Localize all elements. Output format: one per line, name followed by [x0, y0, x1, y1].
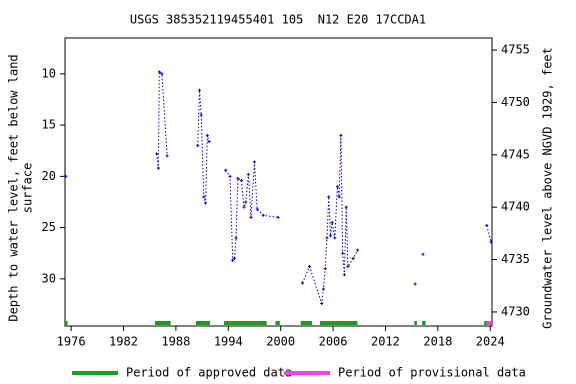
period-bar	[275, 321, 280, 325]
y2-tick-label: 4740	[501, 200, 530, 214]
data-point	[232, 256, 236, 260]
y2-tick-label: 4750	[501, 95, 530, 109]
data-point	[346, 265, 350, 269]
y-tick-label: 30	[42, 271, 56, 285]
period-bar	[486, 321, 492, 325]
data-point	[252, 160, 256, 164]
data-point	[339, 133, 343, 137]
x-tick-label: 2000	[266, 335, 295, 349]
period-bar	[414, 321, 417, 325]
data-point	[246, 172, 250, 176]
x-tick-label: 1976	[57, 335, 86, 349]
data-point	[249, 215, 253, 219]
data-point	[330, 220, 334, 224]
period-bar	[154, 321, 171, 325]
data-point	[255, 207, 259, 211]
data-point	[337, 195, 341, 199]
data-point	[342, 273, 346, 277]
data-point	[202, 195, 206, 199]
data-point	[236, 176, 240, 180]
data-point	[64, 174, 68, 178]
data-point	[333, 236, 337, 240]
data-point	[335, 185, 339, 189]
data-point	[321, 287, 325, 291]
legend-label: Period of provisional data	[338, 366, 526, 380]
legend-label: Period of approved data	[126, 366, 292, 380]
data-point	[242, 205, 246, 209]
y-axis-label: Depth to water level, feet below land	[7, 54, 21, 321]
period-bar	[484, 321, 487, 325]
x-tick-label: 1994	[214, 335, 243, 349]
data-point	[224, 168, 228, 172]
data-point	[155, 152, 159, 156]
data-point	[261, 213, 265, 217]
data-point	[307, 265, 311, 269]
data-point	[356, 248, 360, 252]
data-point	[228, 174, 232, 178]
data-point	[165, 154, 169, 158]
data-point	[205, 133, 209, 137]
chart-title: USGS 385352119455401 105 N12 E20 17CCDA1	[130, 13, 426, 27]
data-point	[485, 224, 489, 228]
data-point	[197, 88, 201, 92]
data-point	[413, 282, 417, 286]
data-point	[231, 258, 235, 262]
data-point	[207, 140, 211, 144]
period-bar	[223, 321, 267, 325]
data-point	[160, 72, 164, 76]
data-point	[421, 252, 425, 256]
x-tick-label: 2012	[371, 335, 400, 349]
y2-tick-label: 4735	[501, 252, 530, 266]
data-point	[320, 301, 324, 305]
y2-axis-label: Groundwater level above NGVD 1929, feet	[541, 47, 555, 329]
y-axis-label: surface	[21, 163, 35, 214]
data-point	[234, 236, 238, 240]
y-tick-label: 20	[42, 169, 56, 183]
x-tick-label: 2018	[423, 335, 452, 349]
data-point	[239, 178, 243, 182]
period-bar	[422, 321, 426, 325]
period-bar	[319, 321, 358, 325]
y2-tick-label: 4730	[501, 304, 530, 318]
y2-tick-label: 4745	[501, 147, 530, 161]
data-point	[489, 240, 493, 244]
y-tick-label: 15	[42, 118, 56, 132]
data-point	[156, 166, 160, 170]
data-point	[341, 251, 345, 255]
period-bar	[195, 321, 210, 325]
data-point	[199, 113, 203, 117]
data-point	[323, 267, 327, 271]
data-point	[204, 201, 208, 205]
data-point	[157, 70, 161, 74]
data-point	[276, 215, 280, 219]
x-tick-label: 2006	[319, 335, 348, 349]
period-bar	[300, 321, 313, 325]
y2-tick-label: 4755	[501, 43, 530, 57]
data-point	[328, 234, 332, 238]
x-tick-label: 2024	[476, 335, 505, 349]
plot-frame	[64, 37, 493, 327]
data-point	[327, 195, 331, 199]
data-point	[344, 205, 348, 209]
data-point	[325, 236, 329, 240]
data-point	[244, 200, 248, 204]
y-tick-label: 10	[42, 66, 56, 80]
data-point	[301, 281, 305, 285]
x-tick-label: 1982	[109, 335, 138, 349]
y-tick-label: 25	[42, 220, 56, 234]
data-point	[196, 144, 200, 148]
x-tick-label: 1988	[161, 335, 190, 349]
period-bar	[65, 321, 68, 325]
data-point	[351, 256, 355, 260]
